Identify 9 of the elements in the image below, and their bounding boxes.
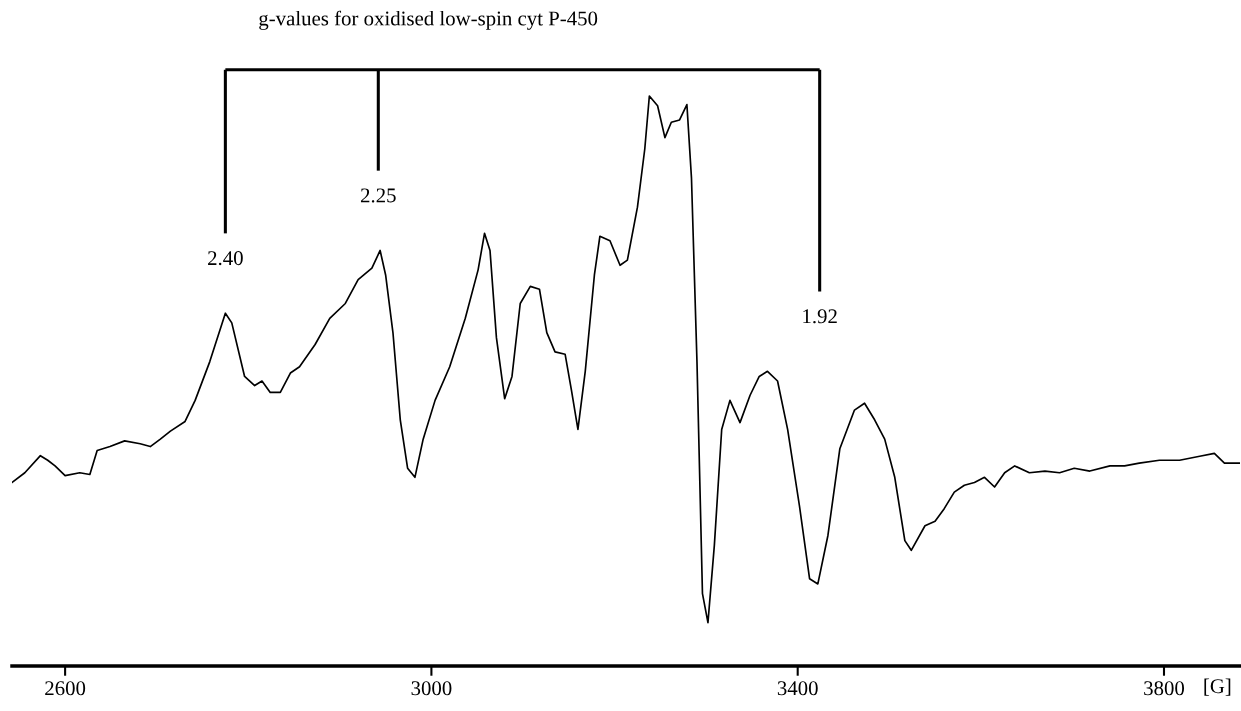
x-axis-title: [G] [1204, 678, 1231, 696]
x-tick-label: 3000 [411, 681, 452, 696]
chart-title: g-values for oxidised low-spin cyt P-450 [259, 10, 598, 30]
annotation: 1.92 [803, 309, 837, 324]
annotation: 2.25 [360, 188, 396, 203]
x-tick-label: 2600 [45, 681, 86, 696]
annotation: 2.40 [208, 251, 243, 266]
x-tick-label: 3400 [777, 681, 818, 696]
x-tick-label: 3800 [1144, 681, 1185, 696]
